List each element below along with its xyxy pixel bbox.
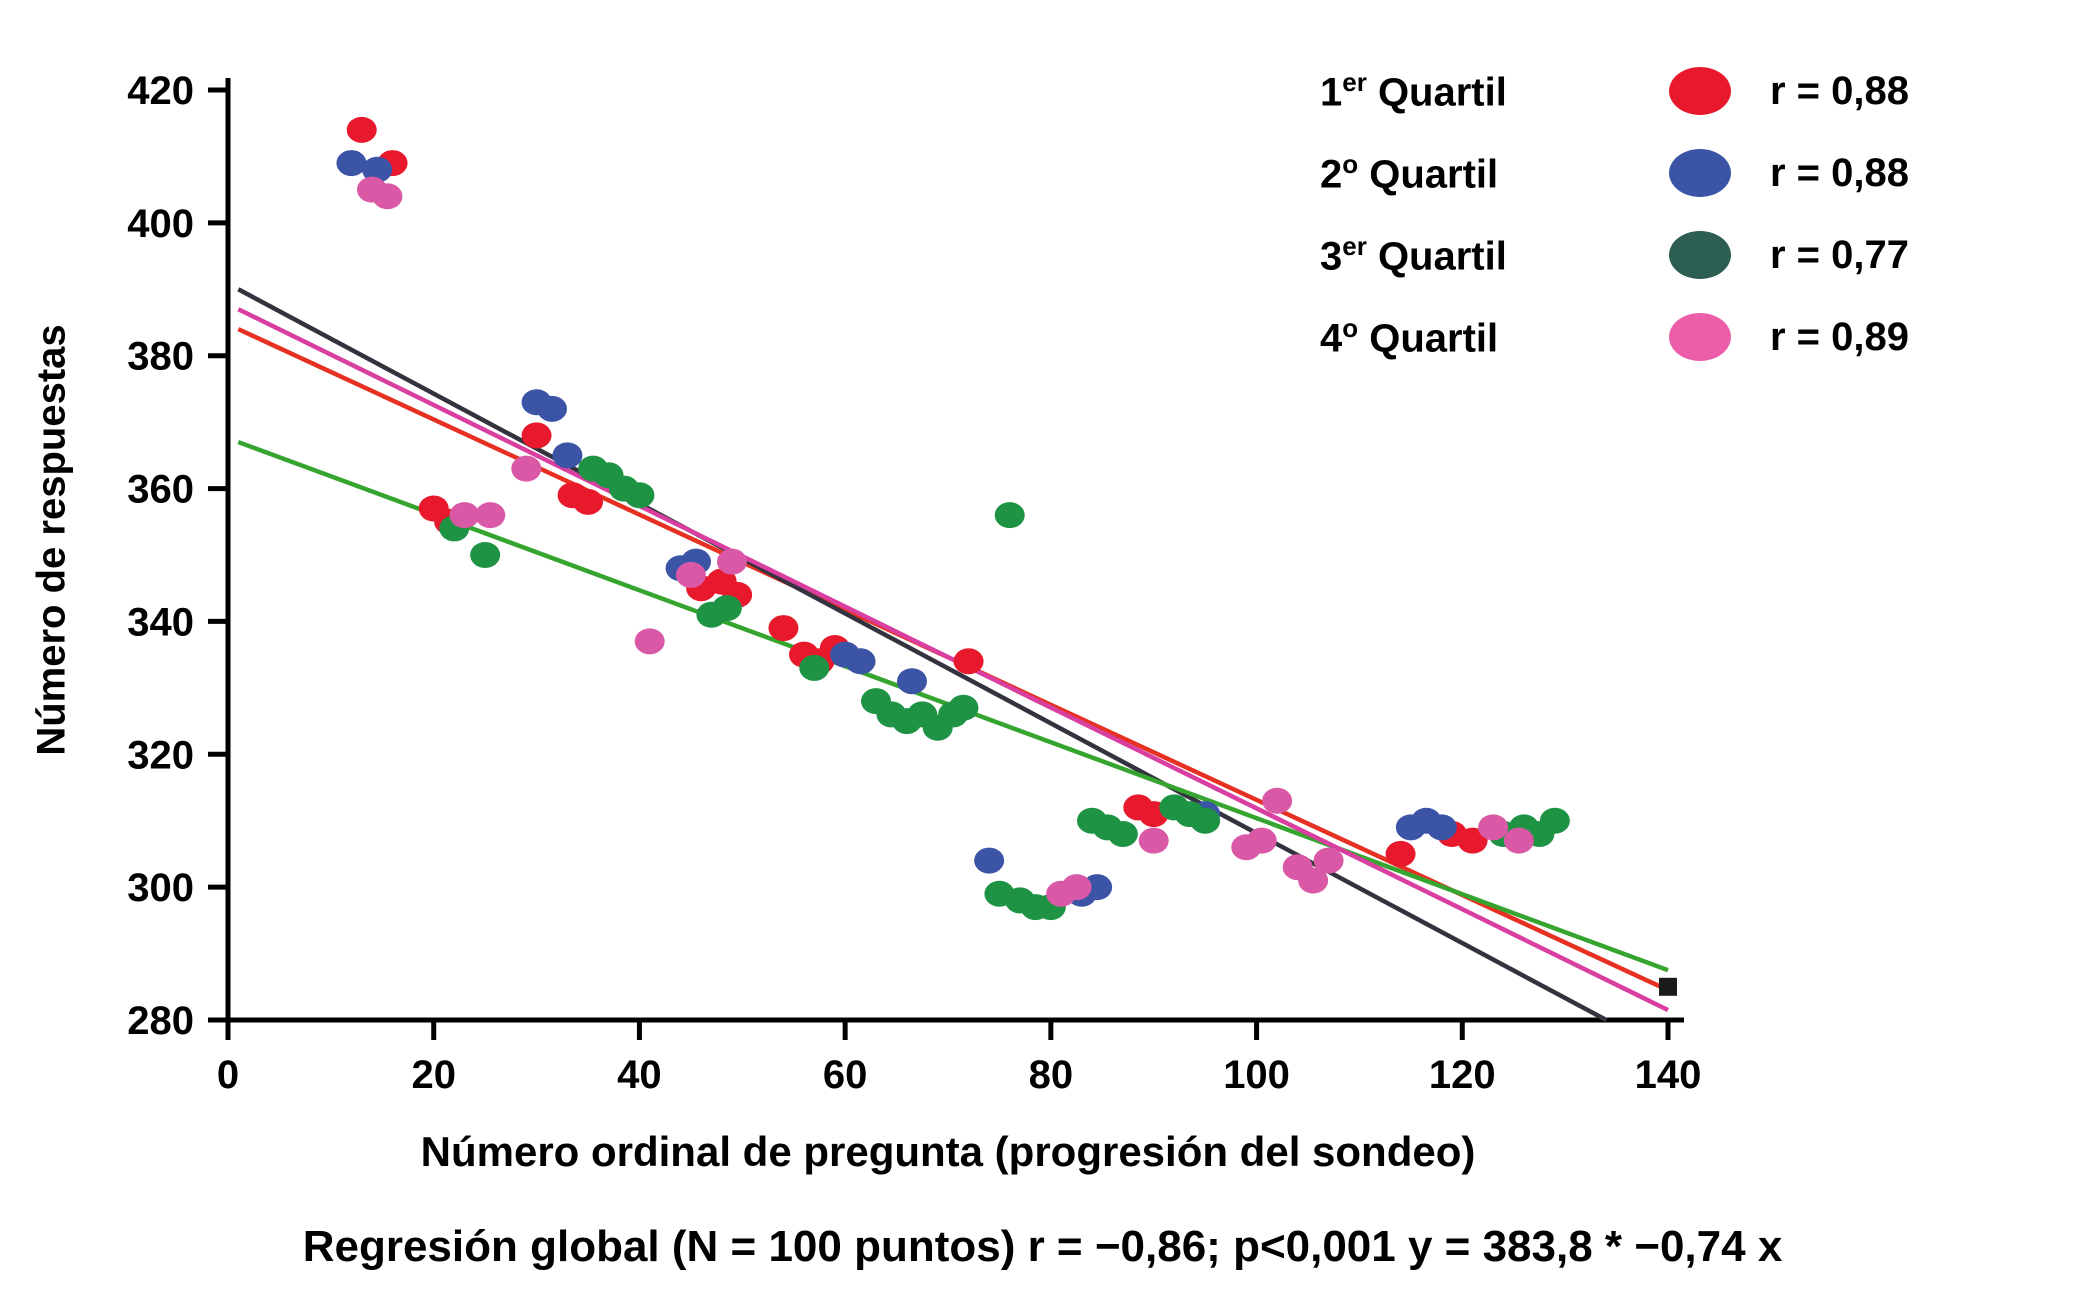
x-axis-title: Número ordinal de pregunta (progresión d… xyxy=(420,1128,1476,1175)
y-tick-label: 360 xyxy=(127,468,194,512)
legend-dot-cell xyxy=(1630,67,1770,115)
data-point xyxy=(634,628,665,655)
data-point xyxy=(845,648,876,675)
data-point xyxy=(1082,874,1113,901)
legend-row: 2o Quartil r = 0,88 xyxy=(1320,132,1909,214)
data-point xyxy=(573,488,603,515)
legend-color-dot xyxy=(1669,313,1731,361)
legend-color-dot xyxy=(1669,231,1731,279)
data-point xyxy=(1503,827,1534,854)
legend-r-value: r = 0,88 xyxy=(1770,68,1910,113)
data-point xyxy=(1478,814,1509,841)
legend-color-dot xyxy=(1669,149,1731,197)
x-tick-label: 100 xyxy=(1223,1053,1290,1097)
legend-row: 1er Quartil r = 0,88 xyxy=(1320,50,1909,132)
legend-label: 1er Quartil xyxy=(1320,66,1507,115)
data-point xyxy=(552,442,583,469)
data-point xyxy=(1061,874,1092,901)
data-point xyxy=(953,648,984,675)
x-tick-label: 0 xyxy=(217,1053,239,1097)
data-point xyxy=(1385,840,1416,867)
data-point xyxy=(768,615,799,642)
legend-dot-cell xyxy=(1630,231,1770,279)
y-tick-label: 320 xyxy=(127,733,194,777)
data-point xyxy=(1138,827,1169,854)
data-point xyxy=(1313,847,1344,874)
data-point xyxy=(521,422,552,449)
data-point xyxy=(372,183,403,210)
legend-r-value: r = 0,88 xyxy=(1770,150,1910,195)
x-tick-label: 80 xyxy=(1029,1053,1074,1097)
data-point xyxy=(1457,827,1488,854)
data-point xyxy=(1107,821,1138,847)
legend-dot-cell xyxy=(1630,313,1770,361)
data-point xyxy=(994,502,1025,529)
legend-label: 3er Quartil xyxy=(1320,230,1507,279)
y-axis-title: Número de respuestas xyxy=(29,324,74,756)
x-tick-label: 60 xyxy=(823,1053,868,1097)
data-point xyxy=(537,395,567,422)
legend-dot-cell xyxy=(1630,149,1770,197)
data-point xyxy=(449,502,480,529)
data-point xyxy=(948,694,979,721)
x-tick-label: 140 xyxy=(1635,1053,1702,1097)
data-point xyxy=(475,502,506,529)
data-point xyxy=(470,542,501,568)
regression-line xyxy=(237,307,1669,1013)
data-point xyxy=(675,561,706,588)
regression-caption: Regresión global (N = 100 puntos) r = −0… xyxy=(302,1222,1783,1271)
data-point xyxy=(711,595,742,622)
data-point xyxy=(1190,807,1221,834)
data-point xyxy=(624,482,655,509)
y-tick-label: 300 xyxy=(127,866,194,910)
data-point xyxy=(511,455,542,482)
end-marker xyxy=(1659,977,1677,996)
legend-label: 2o Quartil xyxy=(1320,148,1499,197)
data-point xyxy=(362,156,393,183)
y-tick-label: 380 xyxy=(127,335,194,379)
data-point xyxy=(346,116,377,143)
data-point xyxy=(1539,807,1570,834)
y-tick-label: 400 xyxy=(127,202,194,246)
data-point xyxy=(799,654,830,681)
x-tick-label: 120 xyxy=(1429,1053,1496,1097)
y-tick-label: 420 xyxy=(127,69,194,113)
legend-row: 4o Quartil r = 0,89 xyxy=(1320,296,1909,378)
legend-label: 4o Quartil xyxy=(1320,312,1499,361)
x-tick-label: 20 xyxy=(411,1053,456,1097)
data-point xyxy=(1298,867,1329,894)
y-tick-label: 280 xyxy=(127,999,194,1043)
legend-color-dot xyxy=(1669,67,1731,115)
legend-row: 3er Quartil r = 0,77 xyxy=(1320,214,1909,296)
data-point xyxy=(1246,827,1277,854)
data-point xyxy=(1262,787,1293,814)
data-point xyxy=(1426,814,1457,841)
legend-r-value: r = 0,77 xyxy=(1770,232,1910,277)
legend-r-value: r = 0,89 xyxy=(1770,314,1910,359)
data-point xyxy=(974,847,1005,874)
data-point xyxy=(336,150,367,177)
regression-line xyxy=(237,287,1608,1022)
x-tick-label: 40 xyxy=(617,1053,662,1097)
data-point xyxy=(717,548,747,575)
y-tick-label: 340 xyxy=(127,600,194,644)
legend: 1er Quartil r = 0,88 2o Quartil r = 0,88 3er… xyxy=(1320,50,1909,378)
data-point xyxy=(897,668,927,695)
